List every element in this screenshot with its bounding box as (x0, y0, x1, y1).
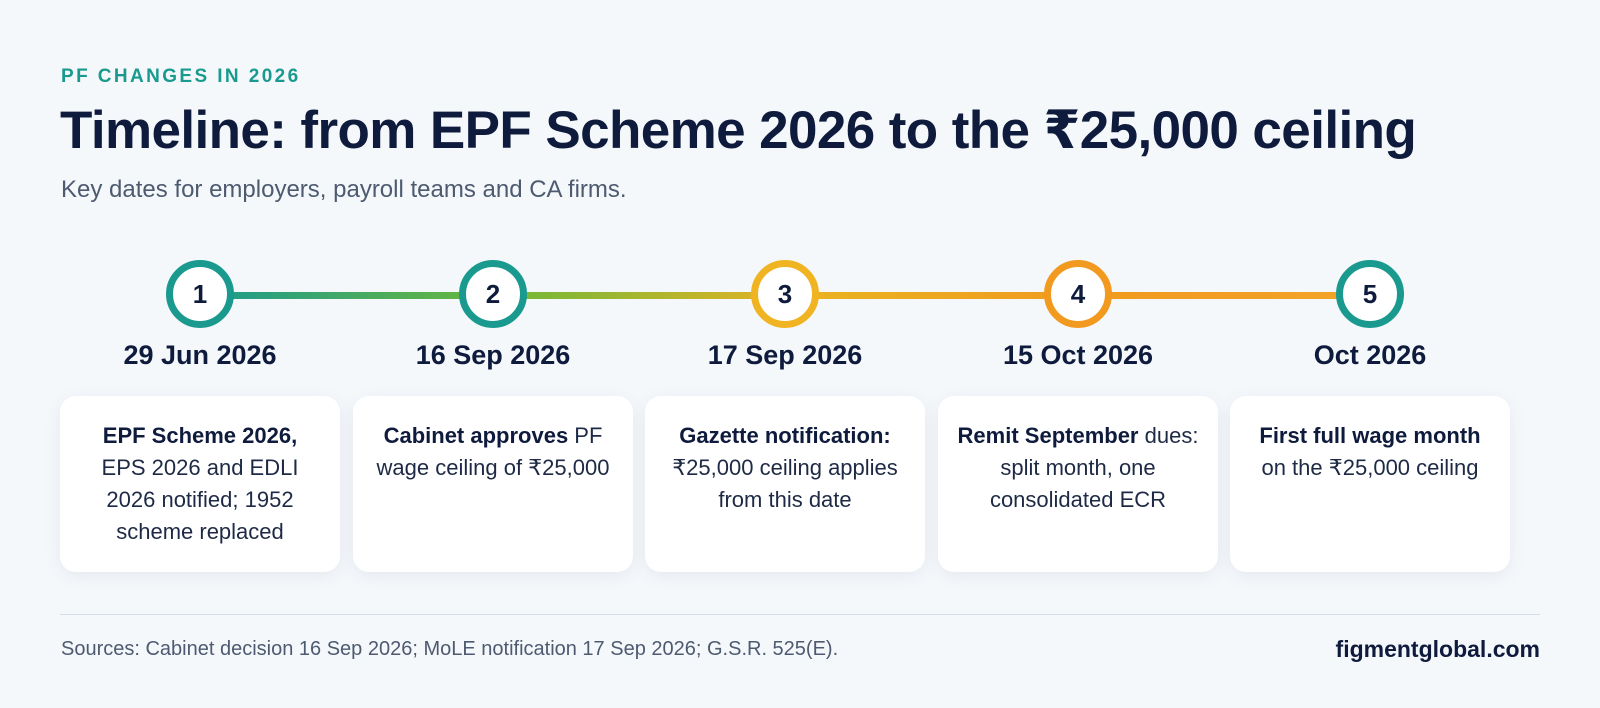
subtitle: Key dates for employers, payroll teams a… (61, 176, 627, 203)
step-number-5: 5 (1336, 260, 1404, 328)
step-date-2: 16 Sep 2026 (415, 340, 571, 370)
step-date-3: 17 Sep 2026 (707, 340, 863, 370)
step-number-4: 4 (1044, 260, 1112, 328)
step-bold-5: First full wage month (1259, 423, 1481, 448)
step-card-5: First full wage month on the ₹25,000 cei… (1230, 396, 1510, 572)
footer-divider (60, 614, 1540, 615)
step-date-5: Oct 2026 (1313, 340, 1427, 370)
timeline-step-4: 4 15 Oct 2026 Remit September dues: spli… (938, 260, 1218, 572)
timeline-step-1: 1 29 Jun 2026 EPF Scheme 2026, EPS 2026 … (60, 260, 340, 572)
step-bold-1: EPF Scheme 2026, (102, 423, 298, 448)
step-card-1: EPF Scheme 2026, EPS 2026 and EDLI 2026 … (60, 396, 340, 572)
step-card-2: Cabinet approves PF wage ceiling of ₹25,… (353, 396, 633, 572)
step-text-5: on the ₹25,000 ceiling (1261, 455, 1479, 480)
step-date-1: 29 Jun 2026 (123, 340, 277, 370)
brand-link[interactable]: figmentglobal.com (1335, 636, 1540, 662)
step-bold-3: Gazette notification: (679, 423, 891, 448)
step-number-2: 2 (459, 260, 527, 328)
step-bold-2: Cabinet approves (383, 423, 569, 448)
step-card-4: Remit September dues: split month, one c… (938, 396, 1218, 572)
step-number-1: 1 (166, 260, 234, 328)
step-text-4: dues: split month, one consolidated ECR (989, 423, 1199, 512)
sources-note: Sources: Cabinet decision 16 Sep 2026; M… (61, 638, 839, 660)
kicker: PF CHANGES IN 2026 (61, 66, 301, 87)
page-title: Timeline: from EPF Scheme 2026 to the ₹2… (60, 101, 1417, 160)
timeline-step-3: 3 17 Sep 2026 Gazette notification: ₹25,… (645, 260, 925, 572)
timeline-step-2: 2 16 Sep 2026 Cabinet approves PF wage c… (353, 260, 633, 572)
step-card-3: Gazette notification: ₹25,000 ceiling ap… (645, 396, 925, 572)
step-text-3: ₹25,000 ceiling applies from this date (672, 455, 898, 512)
step-number-3: 3 (751, 260, 819, 328)
timeline-step-5: 5 Oct 2026 First full wage month on the … (1230, 260, 1510, 572)
step-text-1: EPS 2026 and EDLI 2026 notified; 1952 sc… (101, 455, 299, 544)
step-date-4: 15 Oct 2026 (1002, 340, 1154, 370)
step-bold-4: Remit September (957, 423, 1139, 448)
step-text-2: PF wage ceiling of ₹25,000 (376, 423, 610, 480)
